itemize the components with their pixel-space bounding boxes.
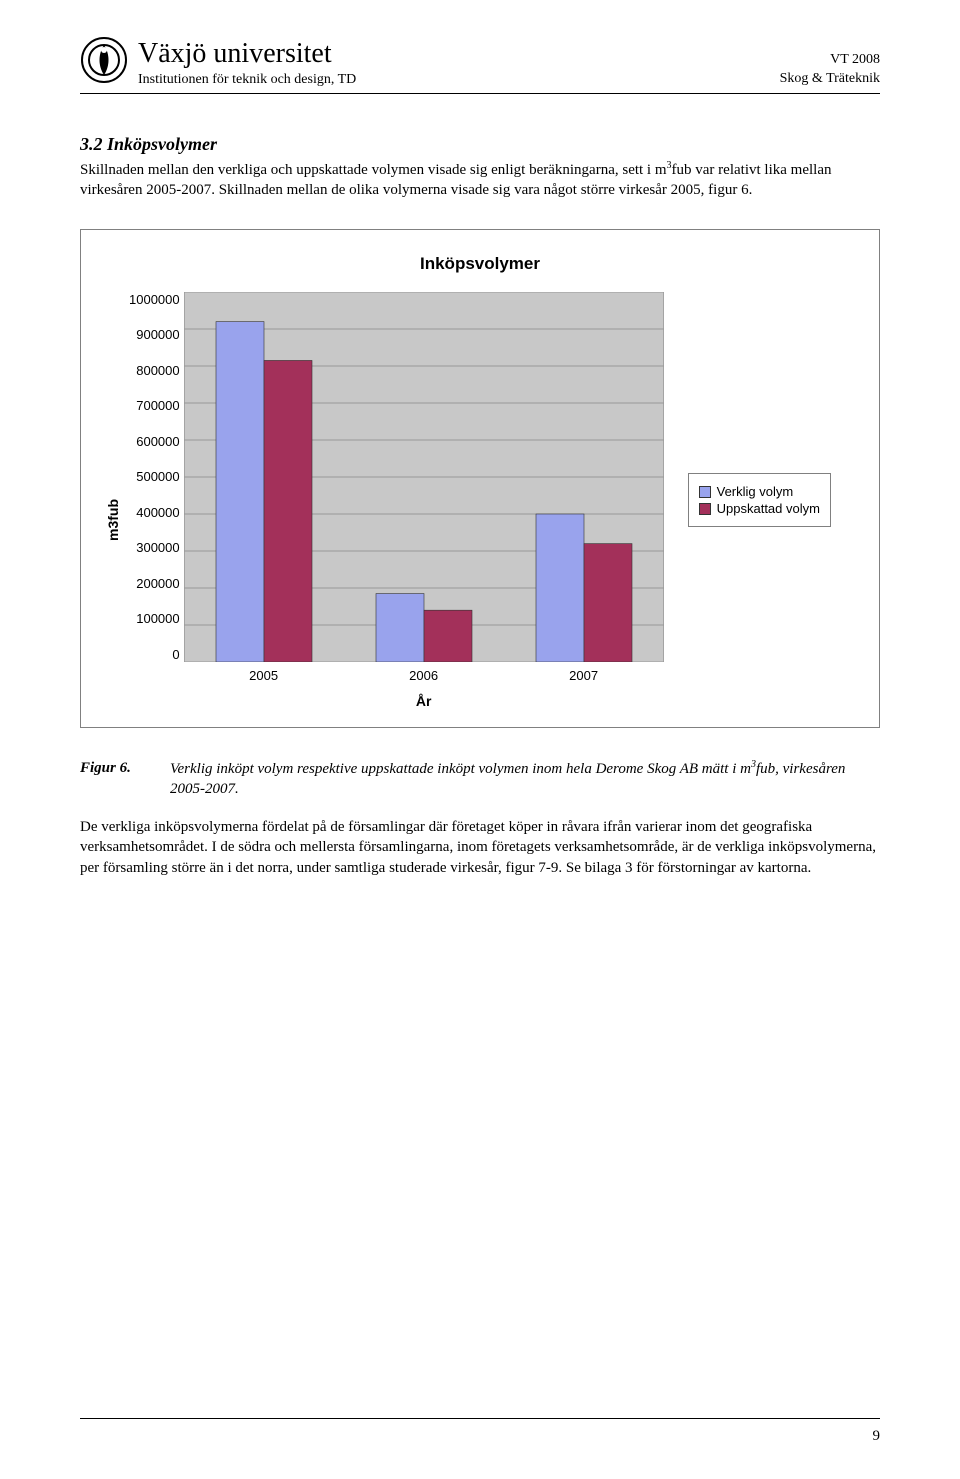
y-tick: 300000	[129, 540, 180, 555]
legend-label: Verklig volym	[717, 484, 794, 499]
legend-swatch	[699, 486, 711, 498]
term-label: VT 2008	[780, 50, 880, 70]
y-tick: 0	[129, 647, 180, 662]
y-axis-label: m3fub	[105, 499, 121, 541]
chart-container: Inköpsvolymer m3fub 10000009000008000007…	[80, 229, 880, 728]
footer-rule	[80, 1418, 880, 1419]
x-tick: 2006	[344, 668, 504, 683]
chart-row: m3fub 1000000900000800000700000600000500…	[105, 292, 855, 709]
y-tick: 800000	[129, 363, 180, 378]
bar-chart	[184, 292, 664, 662]
page-number: 9	[873, 1428, 881, 1445]
caption-text-a: Verklig inköpt volym respektive uppskatt…	[170, 761, 751, 777]
y-tick: 500000	[129, 469, 180, 484]
legend-label: Uppskattad volym	[717, 501, 820, 516]
figure-text: Verklig inköpt volym respektive uppskatt…	[170, 758, 880, 800]
university-name: Växjö universitet	[138, 38, 356, 70]
legend-item: Verklig volym	[699, 484, 820, 499]
legend-item: Uppskattad volym	[699, 501, 820, 516]
body-paragraph-2: De verkliga inköpsvolymerna fördelat på …	[80, 817, 880, 878]
y-tick: 600000	[129, 434, 180, 449]
university-logo-icon	[80, 36, 128, 89]
y-tick: 900000	[129, 327, 180, 342]
figure-label: Figur 6.	[80, 758, 170, 800]
header-right: VT 2008 Skog & Träteknik	[780, 50, 880, 89]
chart-main: 1000000900000800000700000600000500000400…	[129, 292, 664, 709]
y-tick: 200000	[129, 576, 180, 591]
page: Växjö universitet Institutionen för tekn…	[0, 0, 960, 1479]
x-axis-label: År	[416, 693, 432, 709]
page-header: Växjö universitet Institutionen för tekn…	[80, 36, 880, 94]
x-tick-labels: 200520062007	[184, 668, 664, 683]
course-label: Skog & Träteknik	[780, 69, 880, 89]
y-tick: 700000	[129, 398, 180, 413]
chart-legend: Verklig volym Uppskattad volym	[688, 473, 831, 527]
header-left: Växjö universitet Institutionen för tekn…	[80, 36, 356, 89]
chart-title: Inköpsvolymer	[105, 254, 855, 274]
chart-svg-wrap: 200520062007 År	[184, 292, 664, 709]
institution-name: Institutionen för teknik och design, TD	[138, 72, 356, 88]
x-tick: 2007	[504, 668, 664, 683]
y-tick-labels: 1000000900000800000700000600000500000400…	[129, 292, 184, 662]
intro-text-a: Skillnaden mellan den verkliga och uppsk…	[80, 162, 667, 178]
intro-paragraph: Skillnaden mellan den verkliga och uppsk…	[80, 159, 880, 201]
legend-swatch	[699, 503, 711, 515]
university-block: Växjö universitet Institutionen för tekn…	[138, 38, 356, 88]
section-heading: 3.2 Inköpsvolymer	[80, 134, 880, 155]
figure-caption: Figur 6. Verklig inköpt volym respektive…	[80, 758, 880, 800]
y-tick: 1000000	[129, 292, 180, 307]
y-tick: 400000	[129, 505, 180, 520]
y-tick: 100000	[129, 611, 180, 626]
x-tick: 2005	[184, 668, 344, 683]
